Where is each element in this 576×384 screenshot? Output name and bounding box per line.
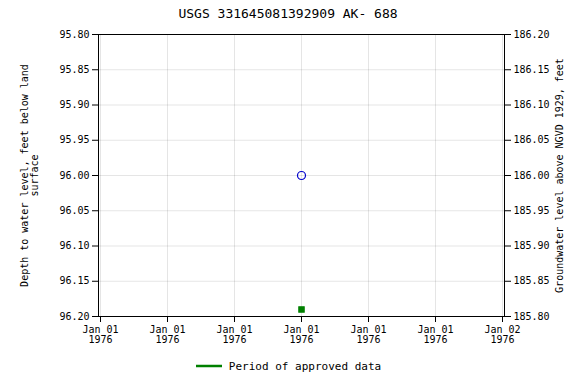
svg-text:96.00: 96.00 bbox=[59, 170, 89, 181]
svg-text:185.80: 185.80 bbox=[514, 311, 550, 322]
html-text:USGS 331645081392909 AK- 688: USGS 331645081392909 AK- 688 bbox=[178, 6, 398, 21]
svg-text:Groundwater level above NGVD 1: Groundwater level above NGVD 1929, feet bbox=[554, 58, 565, 293]
svg-text:Jan 011976: Jan 011976 bbox=[283, 324, 319, 345]
svg-text:Jan 011976: Jan 011976 bbox=[149, 324, 185, 345]
svg-text:95.85: 95.85 bbox=[59, 64, 89, 75]
svg-text:96.15: 96.15 bbox=[59, 275, 89, 286]
svg-text:Jan 021976: Jan 021976 bbox=[484, 324, 520, 345]
svg-text:95.80: 95.80 bbox=[59, 29, 89, 40]
svg-text:185.95: 185.95 bbox=[514, 205, 550, 216]
svg-text:186.15: 186.15 bbox=[514, 64, 550, 75]
svg-text:Depth to water level, feet bel: Depth to water level, feet below landsur… bbox=[19, 64, 40, 287]
svg-text:186.00: 186.00 bbox=[514, 170, 550, 181]
svg-text:186.10: 186.10 bbox=[514, 99, 550, 110]
svg-text:185.90: 185.90 bbox=[514, 240, 550, 251]
svg-text:96.10: 96.10 bbox=[59, 240, 89, 251]
html-text:Period of approved data: Period of approved data bbox=[228, 359, 382, 373]
svg-text:95.95: 95.95 bbox=[59, 134, 89, 145]
svg-text:Jan 011976: Jan 011976 bbox=[216, 324, 252, 345]
svg-text:96.20: 96.20 bbox=[59, 311, 89, 322]
svg-text:Jan 011976: Jan 011976 bbox=[82, 324, 118, 345]
svg-text:95.90: 95.90 bbox=[59, 99, 89, 110]
svg-text:186.20: 186.20 bbox=[514, 29, 550, 40]
svg-text:Jan 011976: Jan 011976 bbox=[417, 324, 453, 345]
svg-text:Jan 011976: Jan 011976 bbox=[350, 324, 386, 345]
svg-text:185.85: 185.85 bbox=[514, 275, 550, 286]
svg-text:186.05: 186.05 bbox=[514, 134, 550, 145]
svg-text:96.05: 96.05 bbox=[59, 205, 89, 216]
